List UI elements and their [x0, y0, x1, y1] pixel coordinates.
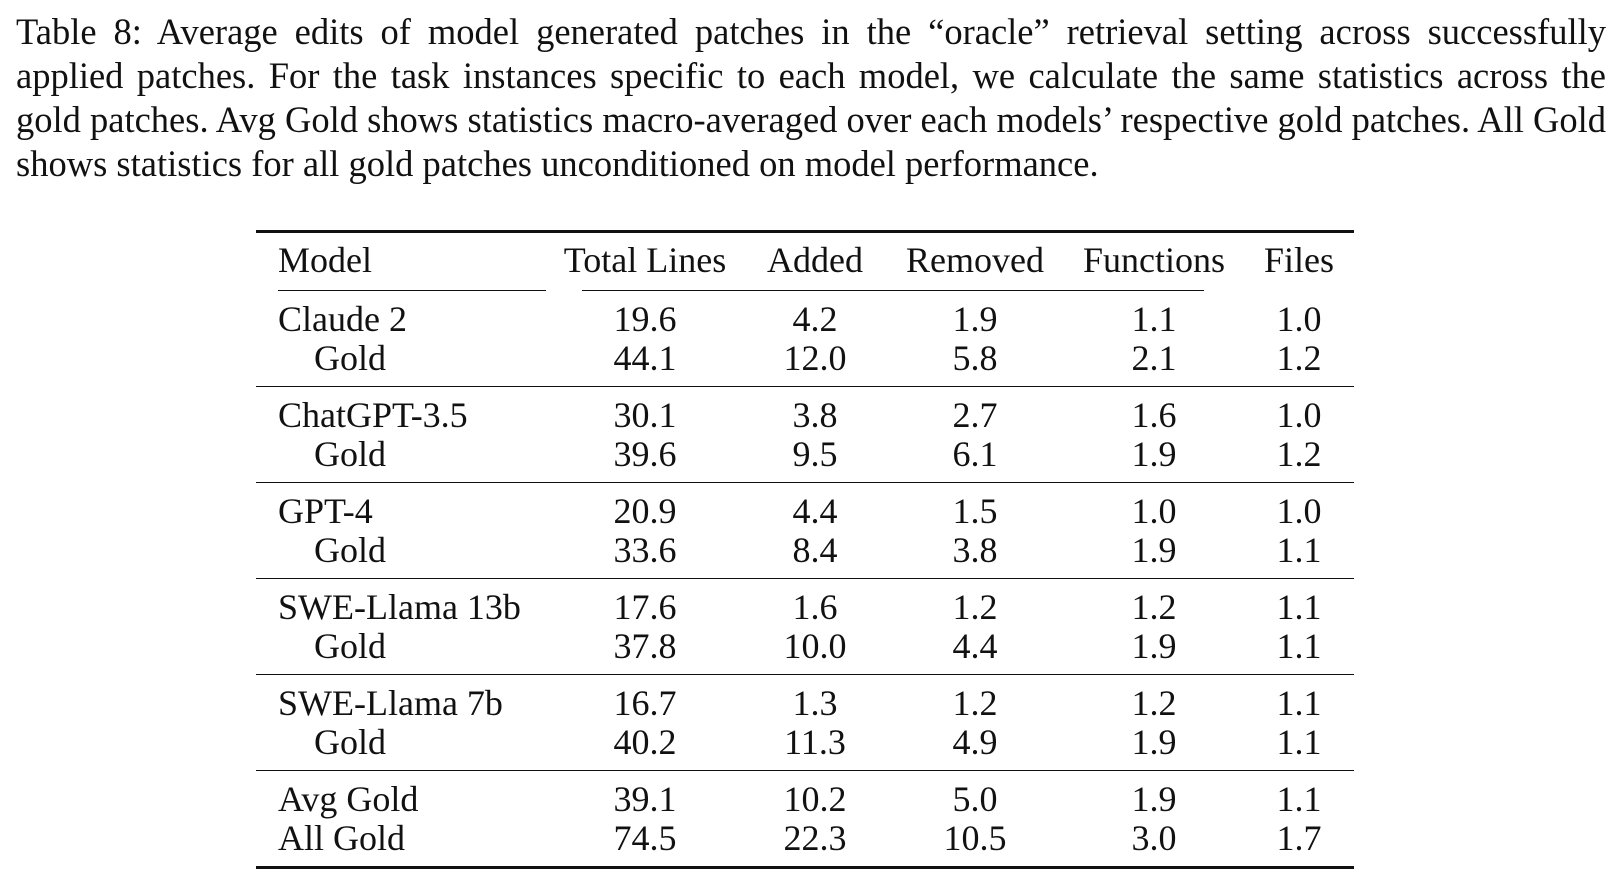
cell-files: 1.1 [1244, 674, 1354, 723]
cell-removed: 1.2 [886, 578, 1064, 627]
cell-removed: 5.0 [886, 770, 1064, 819]
table-row: Gold 33.6 8.4 3.8 1.9 1.1 [256, 531, 1354, 579]
cell-functions: 1.9 [1131, 626, 1177, 666]
cell-removed: 6.1 [952, 434, 998, 474]
cell-model: SWE-Llama 7b [256, 674, 546, 723]
cell-files: 1.0 [1276, 299, 1322, 339]
cell-files: 1.2 [1276, 338, 1322, 378]
cell-added: 4.2 [792, 299, 838, 339]
cell-model: Gold [314, 434, 386, 474]
cell-removed: 5.8 [952, 338, 998, 378]
header-files: Files [1263, 240, 1334, 280]
cell-files: 1.2 [1276, 434, 1322, 474]
cell-added: 10.0 [783, 626, 847, 666]
table-row: GPT-4 20.9 4.4 1.5 1.0 1.0 [256, 482, 1354, 531]
cell-total-lines: 19.6 [613, 299, 677, 339]
table-row: Gold 39.6 9.5 6.1 1.9 1.2 [256, 435, 1354, 483]
header-functions: Functions [1082, 240, 1225, 280]
cell-removed: 2.7 [886, 386, 1064, 435]
cell-added: 3.8 [744, 386, 886, 435]
header-total-lines: Total Lines [546, 232, 1204, 291]
cell-files: 1.1 [1276, 722, 1322, 762]
cell-functions: 1.6 [1064, 386, 1244, 435]
cell-model: Gold [314, 722, 386, 762]
cell-total-lines: 39.1 [546, 770, 744, 819]
cell-removed: 4.4 [952, 626, 998, 666]
cell-model: Gold [314, 530, 386, 570]
cell-added: 11.3 [784, 722, 846, 762]
header-model: Model [256, 232, 546, 291]
cell-files: 1.7 [1276, 818, 1322, 858]
cell-added: 12.0 [783, 338, 847, 378]
table-row: ChatGPT-3.5 30.1 3.8 2.7 1.6 1.0 [256, 386, 1354, 435]
cell-removed: 1.2 [886, 674, 1064, 723]
cell-functions: 1.1 [1131, 299, 1177, 339]
cell-model: ChatGPT-3.5 [256, 386, 546, 435]
results-table-container: Model Total Lines Added Removed Function… [256, 230, 1354, 869]
cell-added: 4.4 [744, 482, 886, 531]
table-row: Gold 44.1 12.0 5.8 2.1 1.2 [256, 339, 1354, 387]
cell-model: Avg Gold [256, 770, 546, 819]
cell-total-lines: 40.2 [613, 722, 677, 762]
cell-model: GPT-4 [256, 482, 546, 531]
cell-total-lines: 74.5 [613, 818, 677, 858]
cell-removed: 3.8 [952, 530, 998, 570]
cell-total-lines: 17.6 [546, 578, 744, 627]
cell-total-lines: 20.9 [546, 482, 744, 531]
cell-functions: 1.9 [1131, 434, 1177, 474]
cell-model: All Gold [278, 818, 406, 858]
cell-functions: 1.9 [1131, 530, 1177, 570]
cell-total-lines: 33.6 [613, 530, 677, 570]
results-table: Model Total Lines Added Removed Function… [256, 230, 1354, 869]
cell-files: 1.0 [1244, 482, 1354, 531]
header-row: Model Total Lines Added Removed Function… [256, 232, 1354, 291]
table-row: SWE-Llama 13b 17.6 1.6 1.2 1.2 1.1 [256, 578, 1354, 627]
cell-model: Gold [314, 338, 386, 378]
cell-added: 9.5 [792, 434, 838, 474]
cell-removed: 10.5 [943, 818, 1007, 858]
cell-files: 1.1 [1244, 578, 1354, 627]
header-removed: Removed [906, 240, 1044, 280]
cell-functions: 3.0 [1131, 818, 1177, 858]
cell-functions: 1.2 [1064, 578, 1244, 627]
header-added: Added [767, 240, 863, 280]
cell-total-lines: 37.8 [613, 626, 677, 666]
cell-files: 1.0 [1244, 386, 1354, 435]
cell-total-lines: 39.6 [613, 434, 677, 474]
cell-files: 1.1 [1276, 530, 1322, 570]
cell-total-lines: 16.7 [546, 674, 744, 723]
table-row: Gold 37.8 10.0 4.4 1.9 1.1 [256, 627, 1354, 675]
cell-files: 1.1 [1276, 626, 1322, 666]
cell-model: SWE-Llama 13b [256, 578, 546, 627]
cell-files: 1.1 [1244, 770, 1354, 819]
cell-added: 8.4 [792, 530, 838, 570]
cell-added: 1.3 [744, 674, 886, 723]
cell-functions: 1.9 [1131, 722, 1177, 762]
cell-total-lines: 30.1 [546, 386, 744, 435]
cell-removed: 4.9 [952, 722, 998, 762]
cell-removed: 1.5 [886, 482, 1064, 531]
table-caption: Table 8: Average edits of model generate… [16, 11, 1607, 184]
table-row: Gold 40.2 11.3 4.9 1.9 1.1 [256, 723, 1354, 771]
table-row: All Gold 74.5 22.3 10.5 3.0 1.7 [256, 819, 1354, 868]
cell-removed: 1.9 [952, 299, 998, 339]
cell-functions: 2.1 [1131, 338, 1177, 378]
table-row: Avg Gold 39.1 10.2 5.0 1.9 1.1 [256, 770, 1354, 819]
cell-added: 1.6 [744, 578, 886, 627]
cell-model: Claude 2 [278, 299, 407, 339]
cell-functions: 1.2 [1064, 674, 1244, 723]
cell-functions: 1.9 [1064, 770, 1244, 819]
table-body: Claude 2 19.6 4.2 1.9 1.1 1.0 Gold 44.1 12.0 5.8 2… [256, 291, 1354, 868]
table-row: SWE-Llama 7b 16.7 1.3 1.2 1.2 1.1 [256, 674, 1354, 723]
table-row: Claude 2 19.6 4.2 1.9 1.1 1.0 [256, 291, 1354, 339]
cell-functions: 1.0 [1064, 482, 1244, 531]
cell-model: Gold [314, 626, 386, 666]
cell-added: 10.2 [744, 770, 886, 819]
cell-added: 22.3 [783, 818, 847, 858]
cell-total-lines: 44.1 [613, 338, 677, 378]
